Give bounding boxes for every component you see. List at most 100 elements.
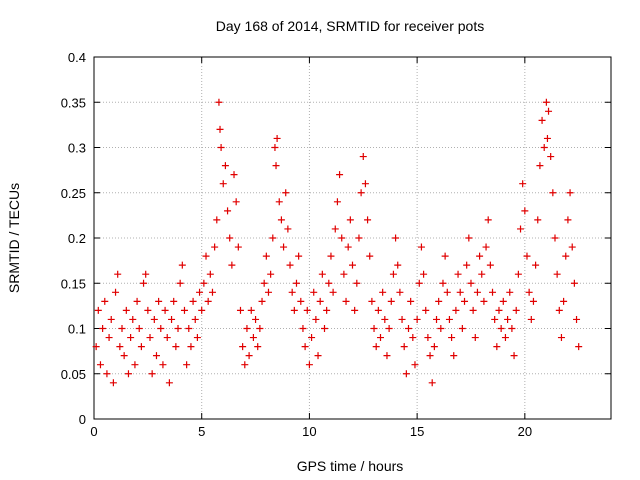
y-tick-label: 0.15 (61, 276, 86, 291)
data-point (92, 343, 100, 351)
data-point (272, 162, 280, 170)
data-point (267, 270, 275, 278)
data-point (327, 252, 335, 260)
data-point (254, 343, 262, 351)
data-point (364, 216, 372, 224)
data-point (206, 270, 214, 278)
data-point (221, 162, 229, 170)
data-point (349, 261, 356, 269)
data-point (374, 306, 382, 314)
data-point (398, 315, 406, 323)
y-tick-label: 0 (79, 412, 86, 427)
y-tick-label: 0.4 (68, 50, 86, 65)
data-point (409, 334, 417, 342)
data-point (262, 252, 270, 260)
data-point (467, 279, 475, 287)
data-point (495, 306, 503, 314)
data-point (547, 153, 555, 161)
data-point (557, 334, 565, 342)
data-point (249, 334, 257, 342)
data-point (239, 343, 247, 351)
data-point (189, 297, 197, 305)
data-point (247, 306, 255, 314)
data-point (553, 270, 561, 278)
data-point (277, 216, 285, 224)
data-point (478, 270, 486, 278)
data-point (351, 306, 359, 314)
data-point (491, 315, 499, 323)
y-tick-label: 0.35 (61, 95, 86, 110)
data-point (198, 306, 206, 314)
data-point (243, 325, 251, 332)
data-point (359, 153, 367, 161)
data-point (370, 325, 378, 332)
data-point (273, 134, 281, 142)
data-points (92, 98, 583, 387)
data-point (506, 288, 514, 296)
data-point (116, 343, 124, 351)
data-point (512, 306, 520, 314)
data-point (122, 306, 130, 314)
data-point (527, 315, 535, 323)
data-point (312, 315, 320, 323)
data-point (545, 107, 553, 115)
data-point (193, 334, 201, 342)
data-point (109, 379, 117, 387)
data-point (320, 325, 328, 332)
data-point (230, 171, 238, 179)
data-point (575, 343, 583, 351)
data-point (260, 279, 268, 287)
data-point (497, 325, 505, 332)
data-point (331, 225, 339, 233)
data-point (450, 352, 458, 360)
data-point (316, 297, 324, 305)
y-tick-label: 0.2 (68, 231, 86, 246)
data-point (355, 234, 363, 242)
data-point (170, 297, 178, 305)
data-point (454, 270, 462, 278)
data-point (127, 334, 135, 342)
data-point (213, 216, 221, 224)
data-point (484, 216, 492, 224)
data-point (400, 343, 408, 351)
x-tick-label: 20 (518, 424, 532, 439)
data-point (94, 306, 102, 314)
data-point (441, 252, 449, 260)
data-point (303, 306, 311, 314)
data-point (521, 207, 529, 215)
x-tick-label: 15 (410, 424, 424, 439)
data-point (152, 352, 160, 360)
data-point (308, 334, 316, 342)
data-point (564, 216, 572, 224)
data-point (344, 243, 352, 251)
data-point (385, 325, 393, 332)
data-point (228, 261, 236, 269)
data-point (301, 343, 309, 351)
data-point (155, 297, 163, 305)
data-point (314, 352, 322, 360)
data-point (325, 279, 333, 287)
data-point (148, 370, 156, 378)
data-point (456, 288, 464, 296)
data-point (120, 352, 128, 360)
data-point (310, 288, 318, 296)
data-point (463, 261, 471, 269)
data-point (318, 270, 326, 278)
data-point (226, 234, 234, 242)
data-point (105, 334, 113, 342)
data-point (305, 361, 313, 369)
data-point (150, 315, 158, 323)
data-point (534, 216, 542, 224)
axis-ticks: 0 5 10 15 20 0 0.05 0.1 0.15 0.2 0.25 0.3 0.35 0.4 (61, 50, 611, 439)
data-point (448, 334, 456, 342)
data-point (368, 297, 376, 305)
data-point (383, 352, 391, 360)
data-point (529, 297, 537, 305)
data-point (480, 297, 488, 305)
data-point (288, 288, 296, 296)
data-point (174, 325, 182, 332)
data-point (508, 325, 516, 332)
data-point (161, 306, 169, 314)
data-point (241, 361, 249, 369)
data-point (445, 315, 453, 323)
